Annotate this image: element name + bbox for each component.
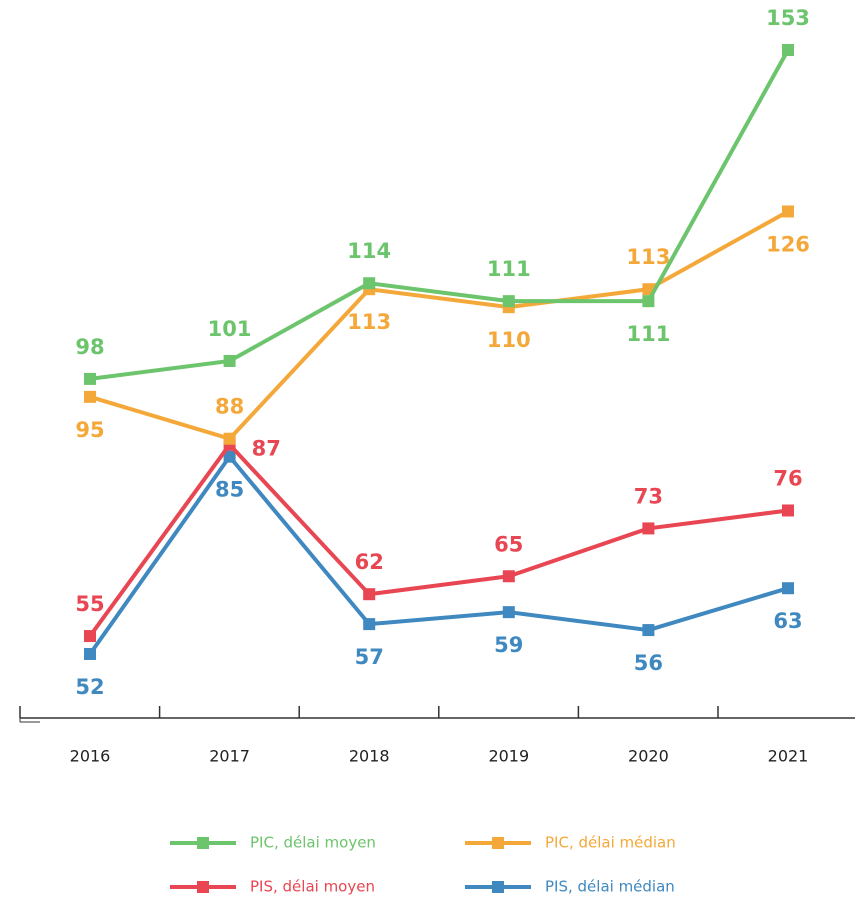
- value-label: 59: [494, 633, 523, 657]
- point: [642, 624, 655, 637]
- value-label: 126: [766, 232, 810, 256]
- value-label: 98: [75, 335, 104, 359]
- x-tick-label: 2017: [209, 747, 250, 766]
- point: [642, 295, 655, 308]
- value-label: 56: [634, 651, 663, 675]
- value-label: 65: [494, 532, 523, 556]
- value-label: 153: [766, 6, 810, 30]
- value-label: 110: [487, 328, 531, 352]
- value-label: 87: [252, 437, 281, 461]
- point: [782, 44, 794, 56]
- point: [84, 390, 96, 403]
- series-line: [89, 49, 790, 381]
- series-line: [88, 441, 789, 638]
- legend-label: PIC, délai médian: [545, 834, 676, 852]
- value-label: 55: [75, 592, 104, 616]
- x-tick-label: 2018: [349, 747, 390, 766]
- x-tick-label: 2021: [768, 747, 809, 766]
- legend-label: PIS, délai médian: [545, 878, 675, 896]
- legend-marker: [197, 837, 209, 849]
- legend-marker: [492, 837, 504, 849]
- point: [363, 277, 376, 290]
- legend-marker: [492, 881, 504, 893]
- value-label: 95: [75, 418, 104, 442]
- value-label: 76: [773, 466, 802, 490]
- legend-marker: [197, 881, 209, 893]
- point: [84, 648, 96, 660]
- point: [502, 295, 515, 308]
- point: [84, 630, 96, 643]
- value-label: 73: [634, 484, 663, 508]
- value-label: 111: [487, 257, 531, 281]
- legend-label: PIS, délai moyen: [250, 878, 375, 896]
- value-label: 111: [626, 322, 670, 346]
- point: [363, 588, 376, 601]
- point: [502, 606, 515, 619]
- x-tick-label: 2020: [628, 747, 669, 766]
- point: [223, 354, 236, 367]
- value-label: 113: [347, 310, 391, 334]
- value-label: 101: [208, 317, 252, 341]
- value-label: 52: [75, 675, 104, 699]
- value-label: 114: [347, 239, 391, 263]
- point: [84, 372, 96, 385]
- series-line: [88, 453, 789, 656]
- point: [363, 618, 376, 631]
- value-label: 62: [355, 550, 384, 574]
- series-line: [89, 209, 789, 441]
- x-tick-label: 2019: [488, 747, 529, 766]
- point: [642, 522, 655, 535]
- value-label: 85: [215, 478, 244, 502]
- point: [223, 432, 236, 445]
- point: [223, 450, 236, 463]
- point: [502, 570, 515, 583]
- legend-label: PIC, délai moyen: [250, 834, 376, 852]
- point: [782, 504, 794, 517]
- value-label: 57: [355, 645, 384, 669]
- value-label: 113: [626, 245, 670, 269]
- x-tick-label: 2016: [70, 747, 111, 766]
- point: [782, 205, 794, 218]
- point: [782, 582, 794, 595]
- value-label: 88: [215, 395, 244, 419]
- value-label: 63: [773, 609, 802, 633]
